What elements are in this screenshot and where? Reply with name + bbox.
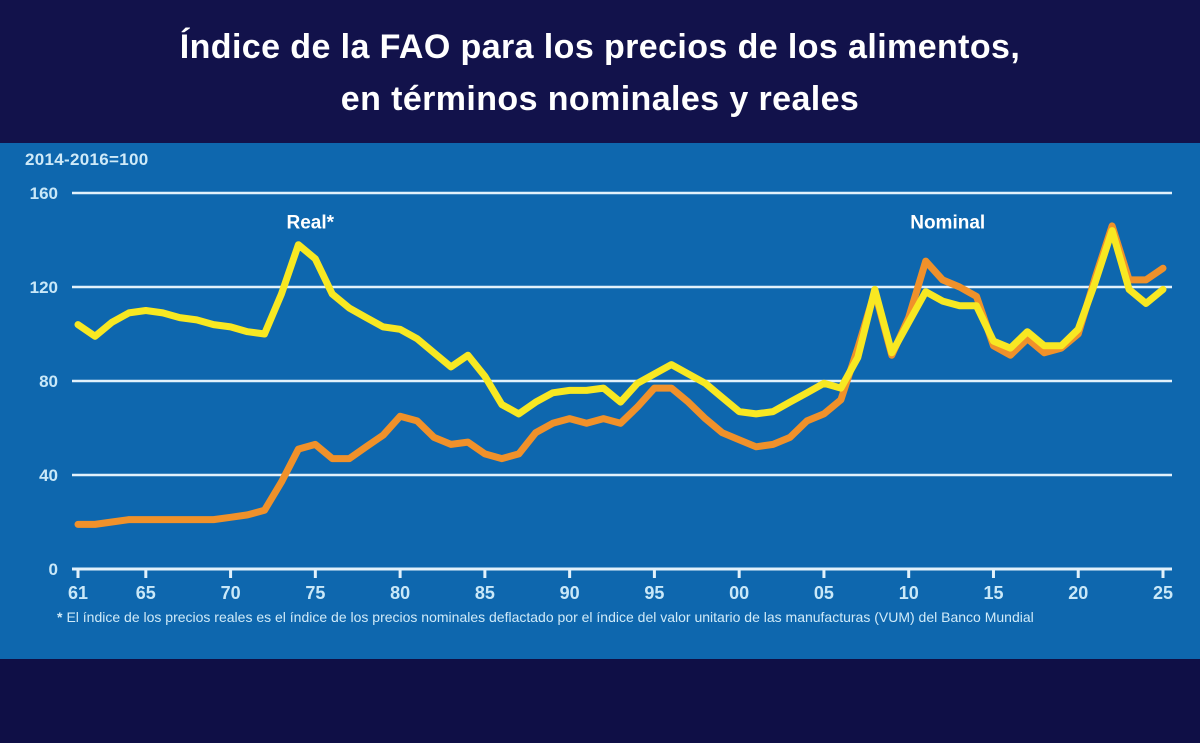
plot-svg: 0 40 80 120 160 61 65 70 75 80 85 90 95 00 05 10 15 20 25 R… bbox=[30, 184, 1173, 603]
bottom-band bbox=[0, 659, 1200, 743]
legend-label-real: Real* bbox=[286, 212, 334, 233]
real-line bbox=[74, 227, 1167, 418]
nominal-line bbox=[74, 222, 1167, 528]
chart-title-line-1: Índice de la FAO para los precios de los… bbox=[179, 28, 1021, 66]
y-tick-label-40: 40 bbox=[39, 466, 58, 485]
x-tick-label-65: 65 bbox=[136, 583, 156, 603]
title-banner: Índice de la FAO para los precios de los… bbox=[0, 0, 1200, 143]
x-tick-label-15: 15 bbox=[983, 583, 1003, 603]
x-tick-label-61: 61 bbox=[68, 583, 88, 603]
footnote-marker: * bbox=[57, 609, 63, 625]
chart-title-line-2: en términos nominales y reales bbox=[340, 80, 860, 118]
y-tick-label-80: 80 bbox=[39, 372, 58, 391]
x-tick-label-90: 90 bbox=[560, 583, 580, 603]
y-tick-label-120: 120 bbox=[30, 278, 58, 297]
legend-label-nominal: Nominal bbox=[910, 212, 985, 233]
footnote-text: El índice de los precios reales es el ín… bbox=[66, 609, 1034, 625]
x-tick-label-70: 70 bbox=[221, 583, 241, 603]
x-tick-label-95: 95 bbox=[644, 583, 664, 603]
y-tick-label-160: 160 bbox=[30, 184, 58, 203]
axis-unit-label: 2014-2016=100 bbox=[25, 150, 149, 169]
x-tick-label-80: 80 bbox=[390, 583, 410, 603]
x-tick-label-20: 20 bbox=[1068, 583, 1088, 603]
footnote: * El índice de los precios reales es el í… bbox=[57, 608, 1131, 627]
x-tick-label-00: 00 bbox=[729, 583, 749, 603]
x-tick-label-10: 10 bbox=[899, 583, 919, 603]
y-tick-label-0: 0 bbox=[49, 560, 58, 579]
x-tick-label-05: 05 bbox=[814, 583, 834, 603]
x-tick-label-75: 75 bbox=[305, 583, 325, 603]
x-tick-label-25: 25 bbox=[1153, 583, 1173, 603]
chart-area: 2014-2016=100 0 40 80 120 160 61 65 70 75 80 85 90 9… bbox=[0, 143, 1200, 659]
x-tick-label-85: 85 bbox=[475, 583, 495, 603]
